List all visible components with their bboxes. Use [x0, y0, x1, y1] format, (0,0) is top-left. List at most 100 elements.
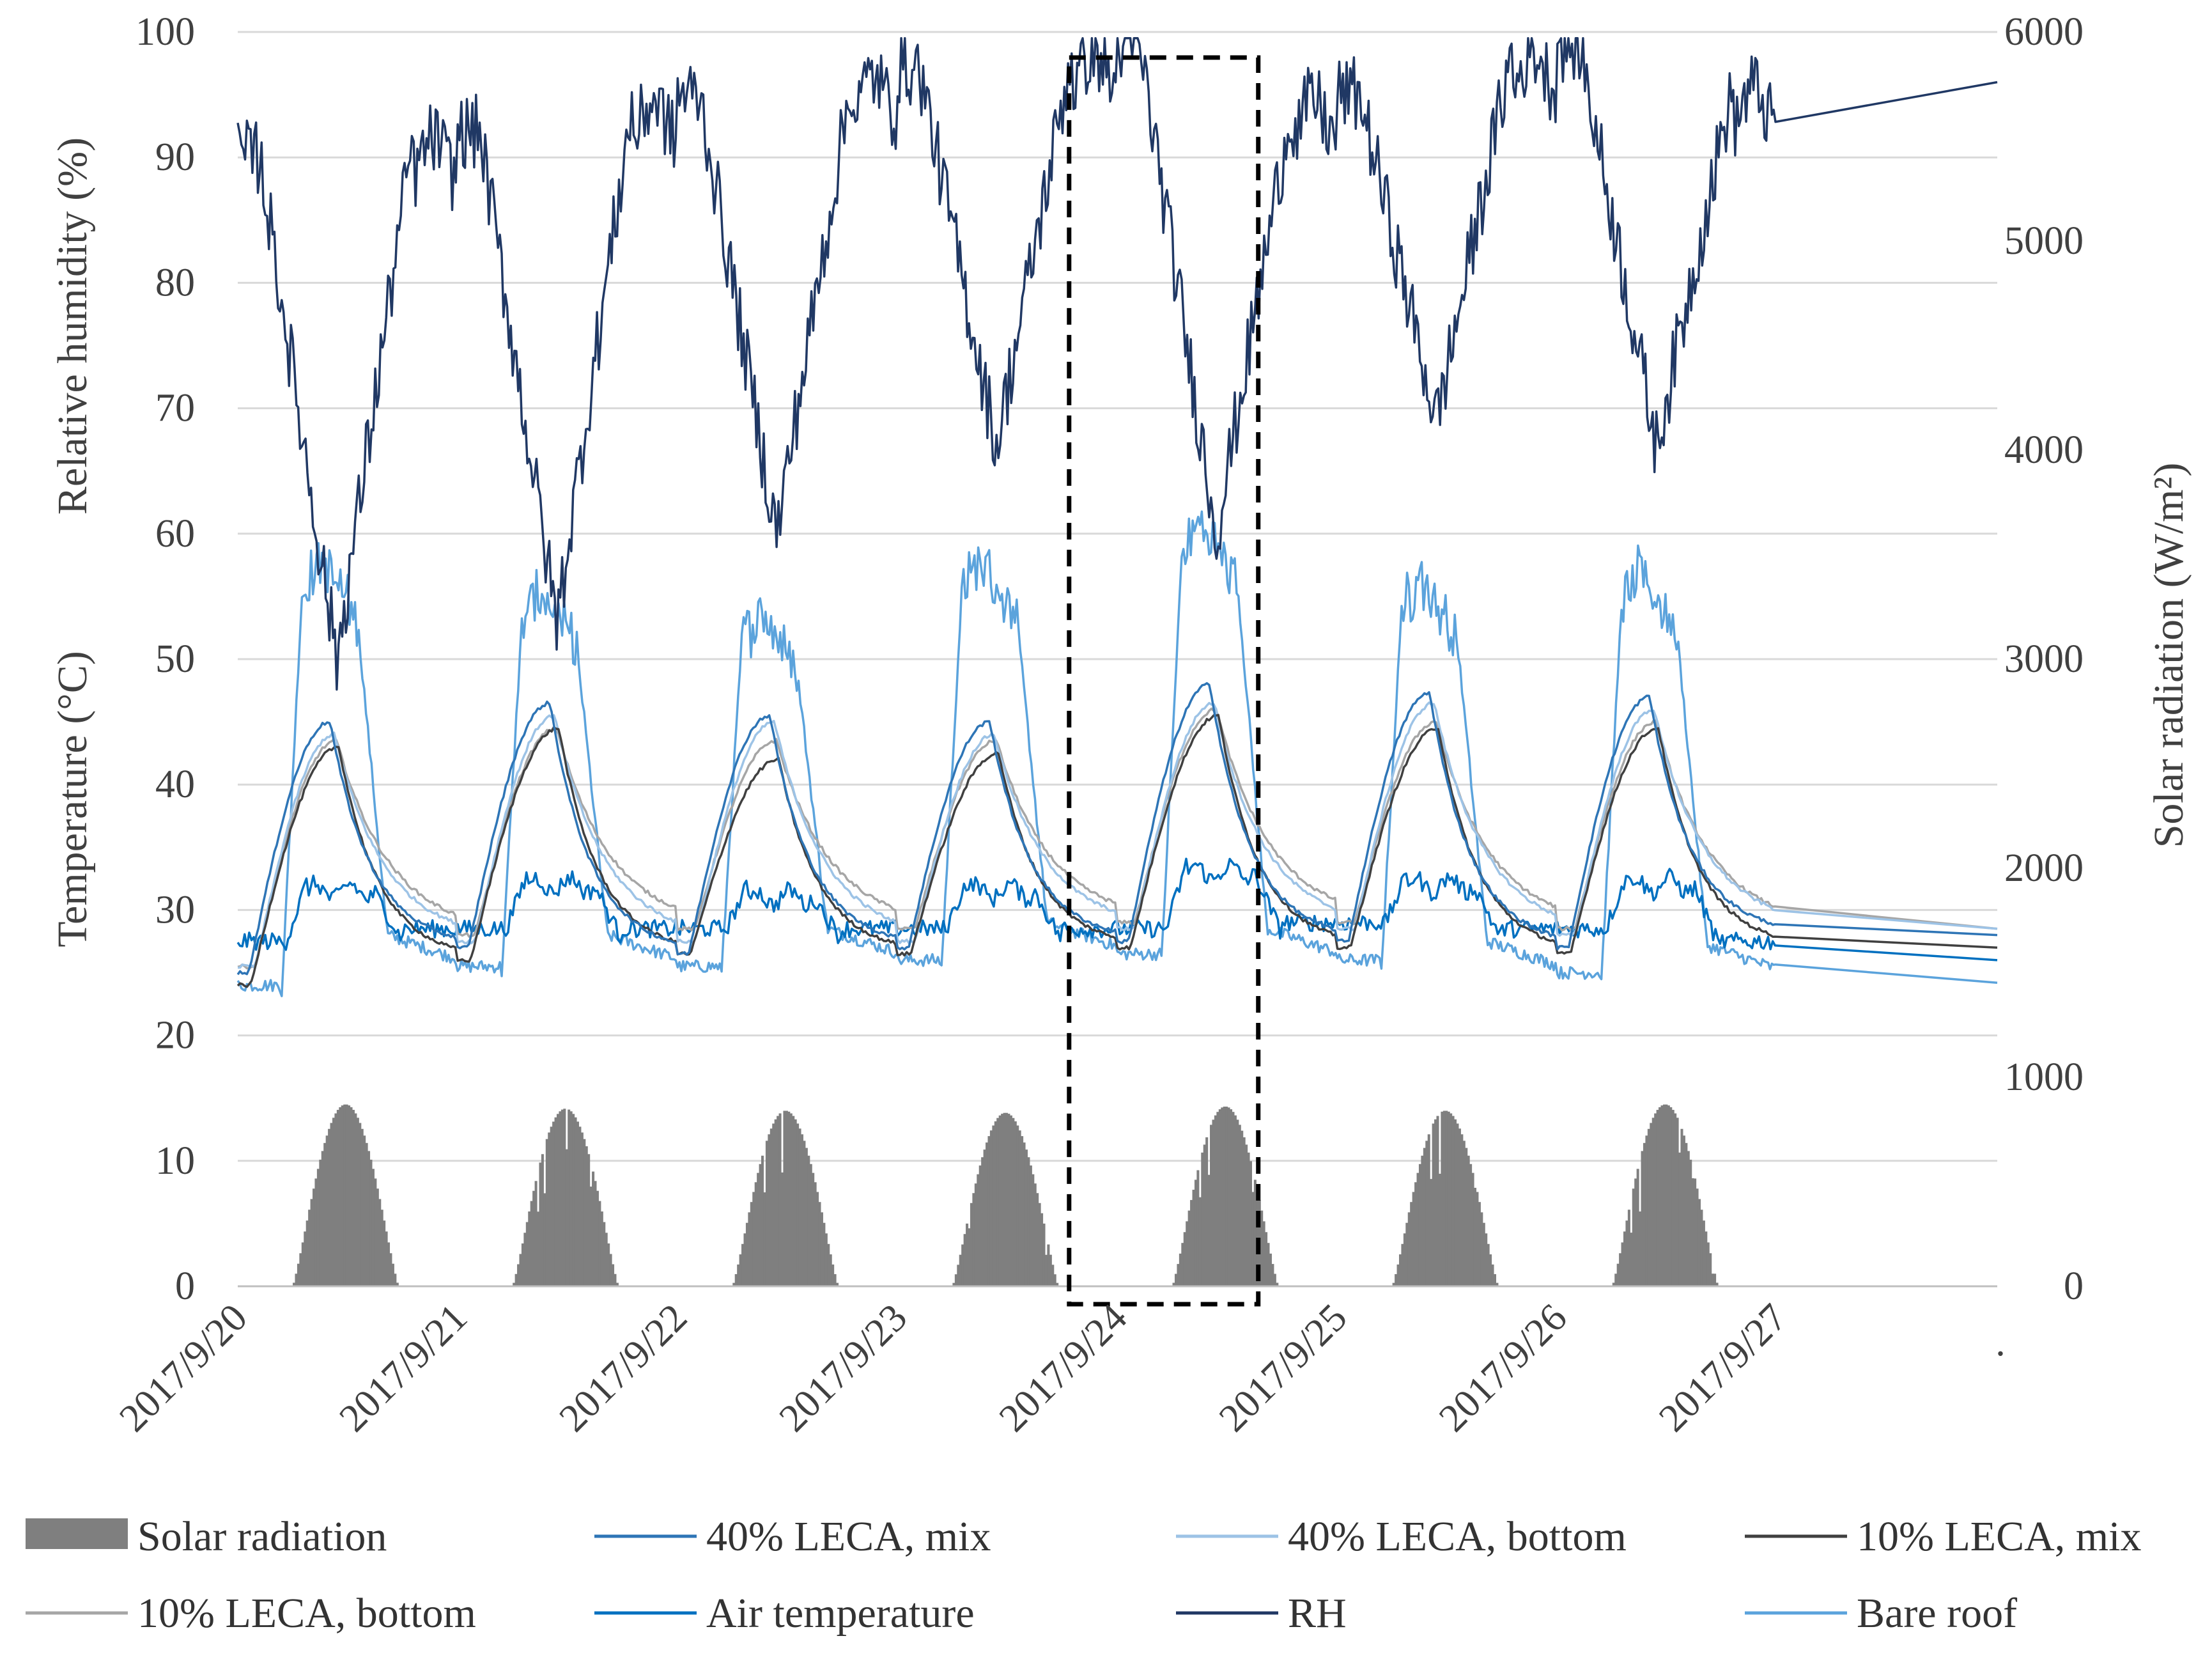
solar-bar	[1674, 1113, 1677, 1286]
solar-bar	[800, 1134, 804, 1286]
solar-bar	[780, 1172, 784, 1286]
solar-bar	[1489, 1254, 1492, 1286]
solar-bar	[576, 1121, 579, 1286]
solar-bar	[1190, 1200, 1193, 1286]
solar-bar	[785, 1110, 788, 1286]
solar-bar	[765, 1141, 768, 1286]
solar-bar	[313, 1188, 316, 1286]
solar-bar	[1412, 1192, 1415, 1286]
x-trailing-label: .	[1995, 1321, 2006, 1364]
solar-bar	[523, 1233, 527, 1286]
solar-bar	[1647, 1128, 1650, 1286]
solar-bar	[977, 1174, 980, 1286]
solar-bar	[1247, 1152, 1250, 1286]
solar-bar	[774, 1119, 777, 1286]
solar-bar	[1651, 1118, 1655, 1286]
gridlines	[238, 31, 1997, 1162]
solar-bar	[1023, 1142, 1026, 1286]
solar-bar	[1630, 1233, 1633, 1286]
solar-bar	[741, 1243, 745, 1286]
solar-bar	[1276, 1282, 1279, 1286]
solar-bar	[1700, 1210, 1703, 1286]
solar-bar	[587, 1154, 591, 1286]
solar-bar	[1265, 1232, 1268, 1286]
solar-bar	[541, 1154, 544, 1286]
solar-bar	[1680, 1128, 1683, 1286]
left-tick-label: 20	[155, 1014, 195, 1057]
solar-bar	[770, 1128, 773, 1286]
solar-bar	[1053, 1274, 1056, 1286]
solar-bar	[1469, 1164, 1473, 1286]
solar-bar	[1447, 1111, 1450, 1286]
legend-swatch	[26, 1518, 128, 1549]
solar-bar	[1032, 1174, 1035, 1286]
solar-bar	[1021, 1136, 1024, 1286]
solar-bar	[594, 1181, 597, 1286]
left-tick-label: 30	[155, 888, 195, 931]
solar-bar	[1410, 1202, 1413, 1286]
solar-bar	[1016, 1125, 1019, 1286]
solar-bar	[336, 1110, 339, 1286]
solar-bar	[345, 1104, 348, 1286]
solar-bar	[543, 1193, 546, 1286]
solar-bar	[1392, 1282, 1395, 1286]
solar-bar	[607, 1243, 610, 1286]
solar-bar	[1009, 1115, 1012, 1286]
solar-bar	[1614, 1273, 1618, 1286]
solar-bar	[1407, 1212, 1411, 1286]
solar-bar	[994, 1121, 997, 1286]
solar-bar	[1482, 1222, 1485, 1286]
solar-bar	[332, 1118, 336, 1286]
solar-radiation-bars	[293, 1104, 1719, 1286]
solar-bar	[794, 1119, 797, 1286]
solar-bar	[959, 1254, 962, 1286]
solar-bar	[952, 1282, 955, 1286]
solar-bar	[1179, 1253, 1182, 1286]
leca40-mix-line	[236, 682, 1998, 976]
solar-bar	[1654, 1113, 1657, 1286]
left-tick-label: 90	[155, 136, 195, 179]
solar-bar	[748, 1212, 751, 1286]
solar-bar	[339, 1107, 342, 1286]
solar-bar	[1715, 1282, 1719, 1286]
solar-bar	[603, 1222, 606, 1286]
solar-bar	[761, 1155, 764, 1286]
solar-bar	[1238, 1125, 1241, 1286]
solar-bar	[1172, 1282, 1175, 1286]
solar-bar	[772, 1123, 775, 1286]
solar-bar	[1694, 1178, 1697, 1286]
solar-bar	[1273, 1273, 1276, 1286]
solar-bar	[996, 1118, 1000, 1286]
solar-bar	[1205, 1137, 1209, 1286]
solar-bar	[987, 1136, 991, 1286]
leca40-bottom-line	[237, 701, 1998, 969]
x-tick-label: 2017/9/23	[771, 1296, 915, 1440]
solar-bar	[1706, 1242, 1710, 1286]
solar-bar	[1038, 1203, 1041, 1286]
solar-bar	[836, 1282, 839, 1286]
right-tick-label: 1000	[2004, 1055, 2084, 1099]
solar-bar	[1033, 1183, 1037, 1286]
ylabel-right: Solar radiation (W/m²)	[2146, 463, 2192, 848]
solar-bar	[983, 1149, 986, 1286]
solar-bar	[1643, 1142, 1646, 1286]
solar-bar	[385, 1231, 388, 1286]
solar-bar	[816, 1192, 819, 1286]
solar-bar	[986, 1142, 989, 1286]
solar-bar	[369, 1159, 373, 1286]
solar-bar	[1678, 1152, 1682, 1286]
solar-bar	[1005, 1112, 1009, 1286]
solar-bar	[297, 1263, 300, 1286]
solar-bar	[352, 1110, 355, 1286]
solar-bar	[1192, 1189, 1195, 1286]
solar-bar	[1698, 1199, 1701, 1286]
solar-bar	[1496, 1282, 1499, 1286]
solar-bar	[1639, 1211, 1642, 1286]
solar-bar	[1476, 1192, 1479, 1286]
solar-bar	[759, 1164, 762, 1286]
solar-bar	[1682, 1135, 1685, 1286]
solar-bar	[1659, 1107, 1662, 1286]
solar-bar	[1396, 1264, 1400, 1286]
solar-bar	[383, 1220, 386, 1286]
